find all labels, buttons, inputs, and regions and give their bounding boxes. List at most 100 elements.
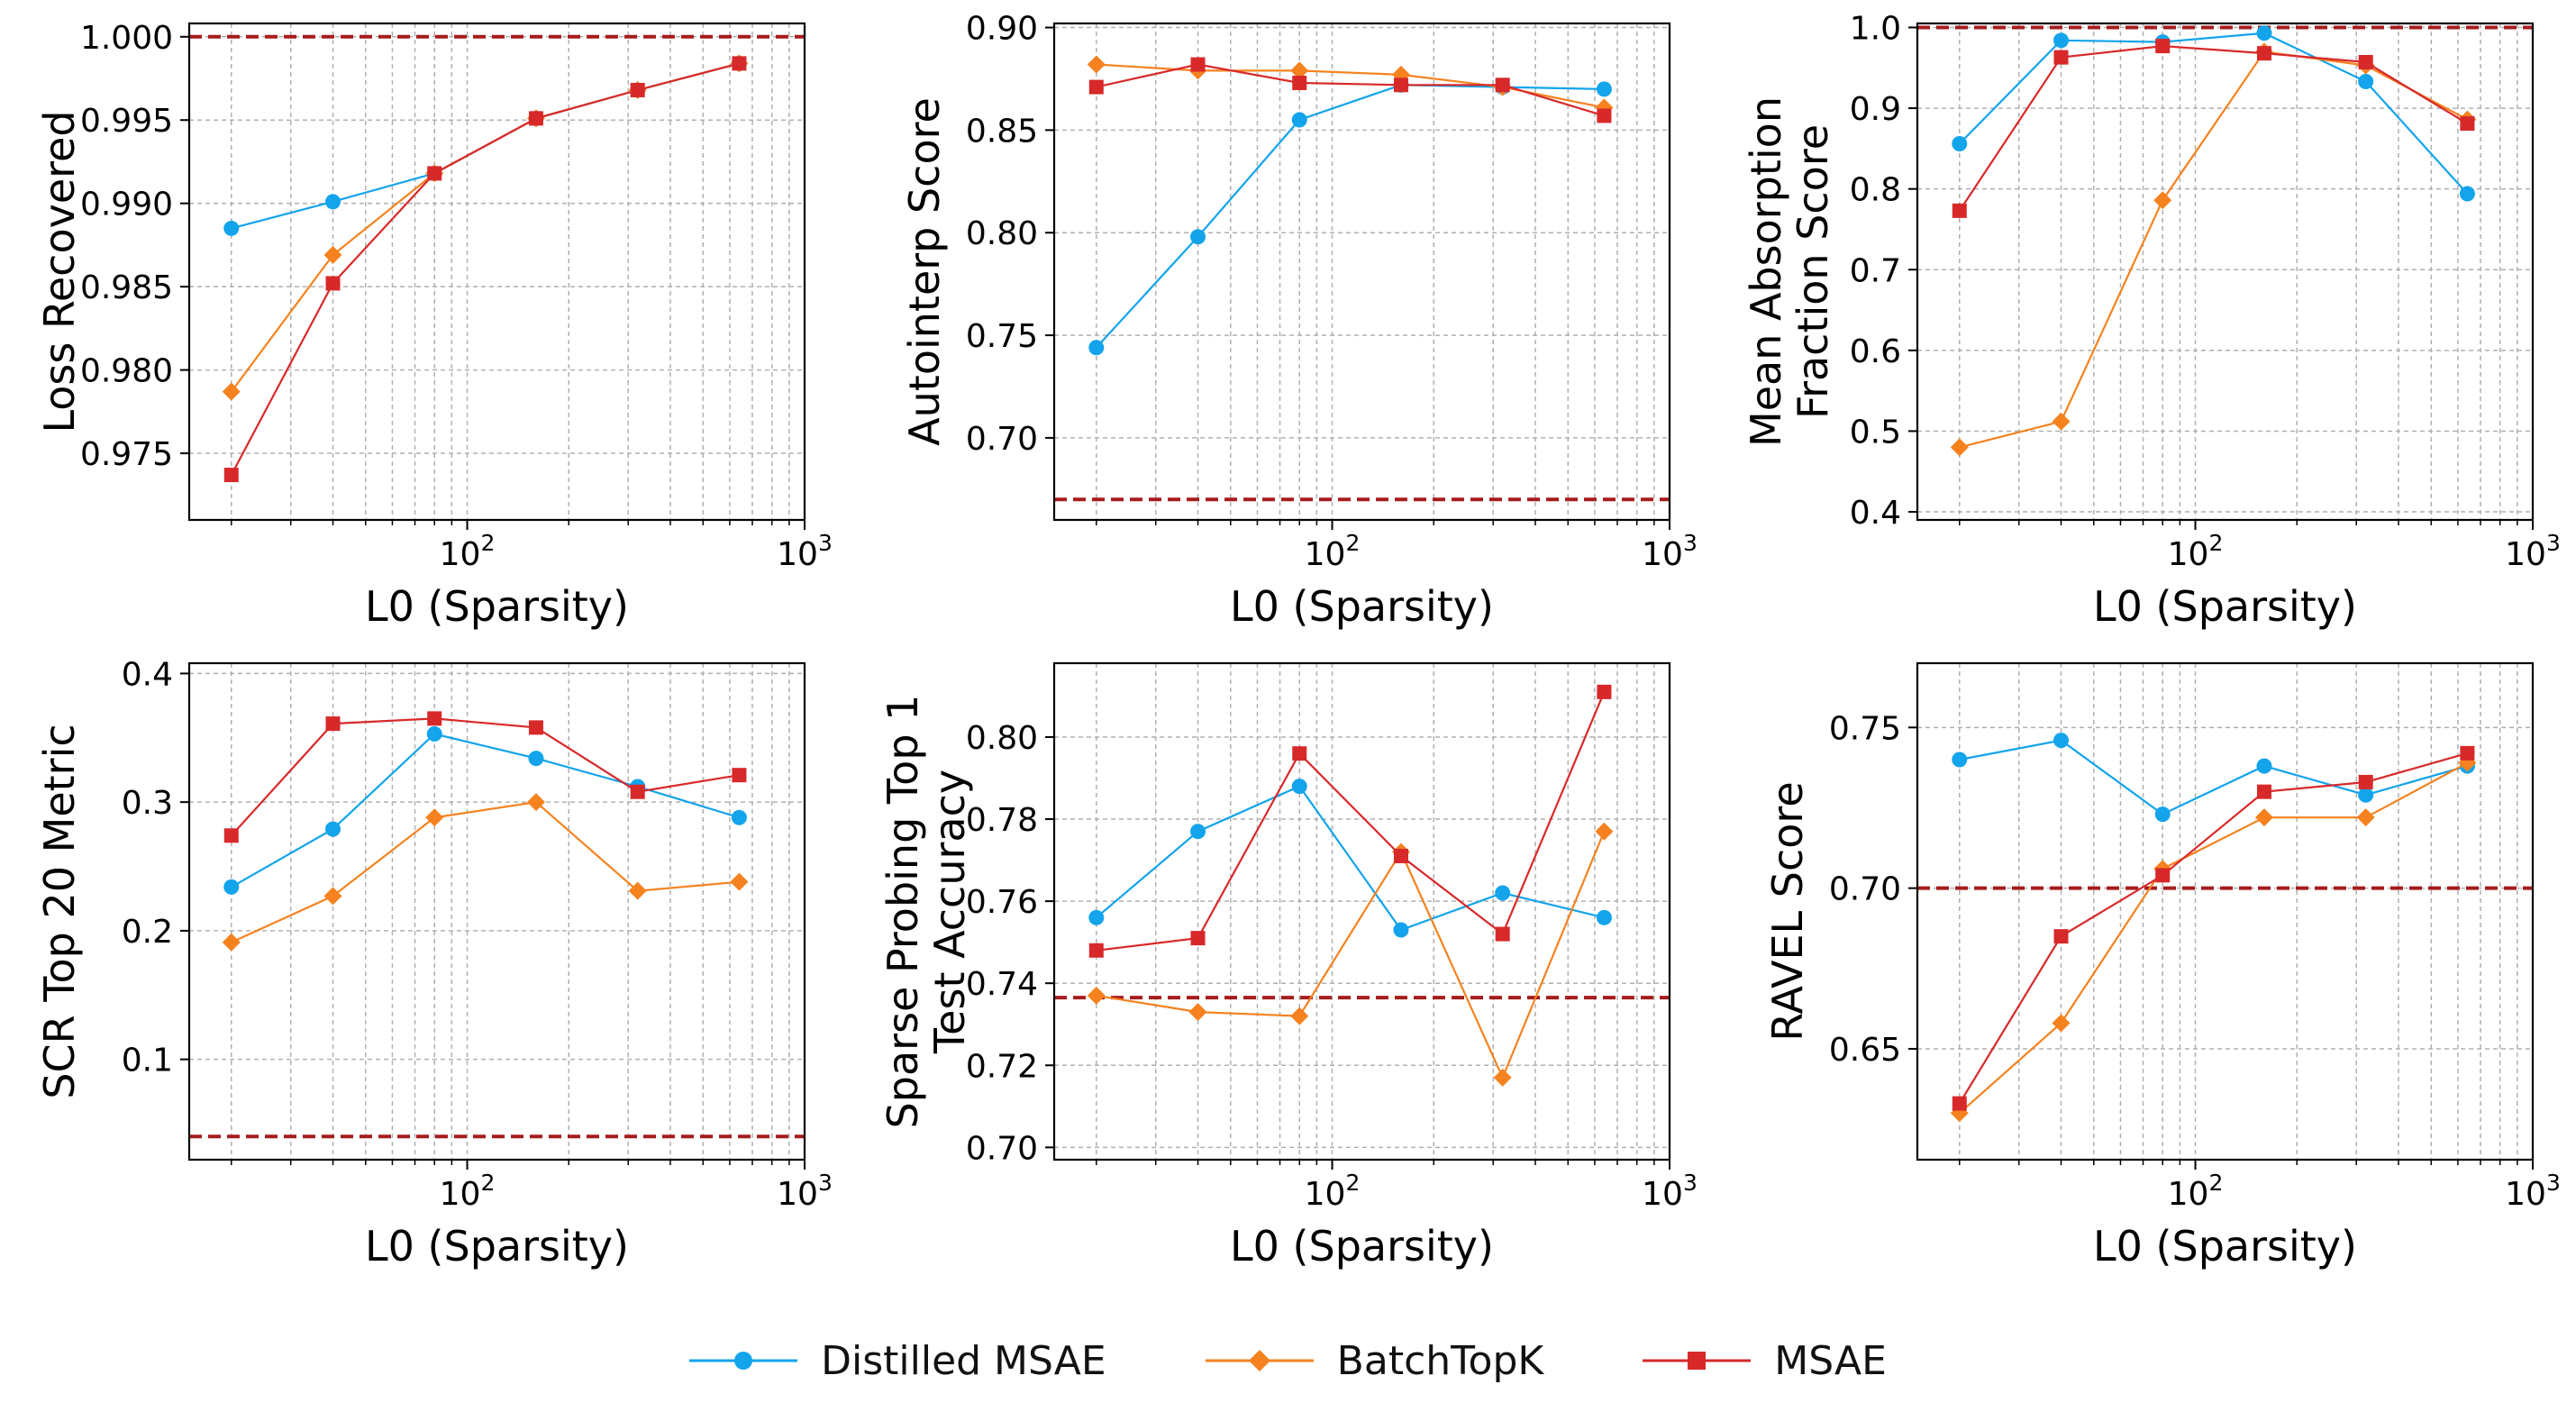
data-point xyxy=(732,768,747,783)
y-axis-label: Loss Recovered xyxy=(35,110,84,433)
x-axis-label: L0 (Sparsity) xyxy=(365,582,629,631)
data-point xyxy=(222,382,241,401)
x-tick-label: 102 xyxy=(440,1170,496,1213)
legend-marker-diamond-icon xyxy=(1205,1350,1314,1371)
series-line xyxy=(1096,831,1606,1080)
series-distilled-msae xyxy=(1088,779,1612,938)
series-line xyxy=(1959,761,2468,1115)
data-point xyxy=(2153,191,2172,210)
data-point xyxy=(1190,824,1206,840)
data-point xyxy=(1952,203,1967,218)
y-tick-label: 0.4 xyxy=(122,656,173,693)
series-distilled-msae xyxy=(1952,25,2475,202)
y-tick-label: 1.000 xyxy=(80,20,173,57)
y-tick-label: 0.85 xyxy=(966,113,1038,150)
y-tick-label: 0.76 xyxy=(966,884,1038,921)
legend-label: BatchTopK xyxy=(1336,1337,1544,1384)
data-point xyxy=(2155,868,2171,883)
panel-1: 0.975 0.980 0.985 0.990 0.995 1.000 102 103 L0 (… xyxy=(35,20,833,631)
series-batchtopk xyxy=(222,793,749,952)
x-axis-label: L0 (Sparsity) xyxy=(2093,1222,2357,1271)
data-point xyxy=(1292,746,1307,761)
panel-3: 0.4 0.5 0.6 0.7 0.8 0.9 1.0 102 103 L0 (Sparsity)… xyxy=(1742,10,2561,631)
x-tick-label: 102 xyxy=(1305,530,1361,573)
data-point xyxy=(630,784,645,799)
data-point xyxy=(1290,1007,1309,1025)
y-tick-label: 0.70 xyxy=(966,421,1038,458)
data-point xyxy=(526,793,545,812)
y-tick-label: 0.6 xyxy=(1850,333,1901,370)
y-tick-label: 0.4 xyxy=(1850,495,1901,532)
y-tick-label: 0.995 xyxy=(80,103,173,140)
data-point xyxy=(630,82,645,97)
x-axis-label: L0 (Sparsity) xyxy=(365,1222,629,1271)
series-line xyxy=(1958,44,2468,212)
data-point xyxy=(223,220,240,236)
data-point xyxy=(731,809,747,825)
data-point xyxy=(2256,46,2271,61)
data-point xyxy=(730,872,749,891)
legend-marker-square-icon xyxy=(1643,1352,1752,1370)
y-axis-label: Mean Absorption xyxy=(1742,96,1790,447)
data-point xyxy=(732,56,747,71)
x-tick-label: 102 xyxy=(440,530,496,573)
legend-item-msae: MSAE xyxy=(1643,1338,1887,1384)
data-point xyxy=(528,720,543,735)
x-tick-label: 102 xyxy=(2168,1170,2224,1213)
data-point xyxy=(2155,39,2171,54)
series-line xyxy=(1096,785,1605,932)
panel-6: 0.65 0.70 0.75 102 103 L0 (Sparsity) RAVEL Sco… xyxy=(1763,661,2561,1271)
legend-label: MSAE xyxy=(1774,1337,1887,1384)
axes-frame xyxy=(1052,661,1671,1161)
data-point xyxy=(2460,116,2475,132)
data-point xyxy=(2358,787,2374,803)
data-point xyxy=(2154,806,2171,823)
x-axis-label: L0 (Sparsity) xyxy=(2093,582,2357,631)
x-tick-label: 103 xyxy=(2505,530,2561,573)
data-point xyxy=(2053,929,2069,944)
series-batchtopk xyxy=(1950,753,2477,1123)
data-point xyxy=(2256,758,2272,774)
data-point xyxy=(1393,849,1408,864)
data-point xyxy=(2053,50,2069,65)
y-tick-label: 0.975 xyxy=(80,436,173,473)
data-point xyxy=(1190,931,1206,946)
series-msae xyxy=(1952,39,2475,218)
data-point xyxy=(1495,77,1510,93)
series-line xyxy=(231,733,740,888)
grid xyxy=(189,663,806,1160)
data-point xyxy=(1291,779,1307,795)
series-distilled-msae xyxy=(1088,77,1612,356)
legend-item-batchtopk: BatchTopK xyxy=(1205,1337,1544,1384)
data-point xyxy=(323,246,342,265)
y-tick-label: 0.985 xyxy=(80,269,173,306)
data-point xyxy=(528,751,544,767)
axes-frame xyxy=(1916,661,2535,1161)
x-tick-label: 103 xyxy=(1642,1170,1698,1213)
data-point xyxy=(223,828,239,843)
y-tick-label: 0.2 xyxy=(122,914,173,951)
y-tick-label: 0.8 xyxy=(1850,172,1901,209)
data-point xyxy=(325,716,341,732)
y-tick-label: 0.990 xyxy=(80,187,173,223)
data-point xyxy=(2256,25,2272,41)
data-point xyxy=(2356,808,2375,827)
data-point xyxy=(1952,1096,1967,1111)
y-axis-label: Fraction Score xyxy=(1789,124,1837,419)
panel-5: 0.70 0.72 0.74 0.76 0.78 0.80 102 103 L0 (Sparsi… xyxy=(878,661,1698,1271)
data-point xyxy=(1597,108,1612,123)
chart-grid: 0.975 0.980 0.985 0.990 0.995 1.000 102 103 L0 (… xyxy=(35,10,2561,1271)
data-point xyxy=(1190,229,1206,245)
y-tick-label: 0.72 xyxy=(966,1048,1038,1085)
data-point xyxy=(2052,412,2071,431)
y-tick-label: 0.78 xyxy=(966,802,1038,839)
series-line xyxy=(1959,50,2468,449)
series-line xyxy=(230,62,740,393)
y-tick-label: 0.80 xyxy=(966,720,1038,757)
grid xyxy=(1054,23,1670,520)
axes-frame xyxy=(187,22,806,522)
data-point xyxy=(426,726,442,742)
series-line xyxy=(1095,84,1605,349)
x-tick-label: 102 xyxy=(2168,530,2224,573)
